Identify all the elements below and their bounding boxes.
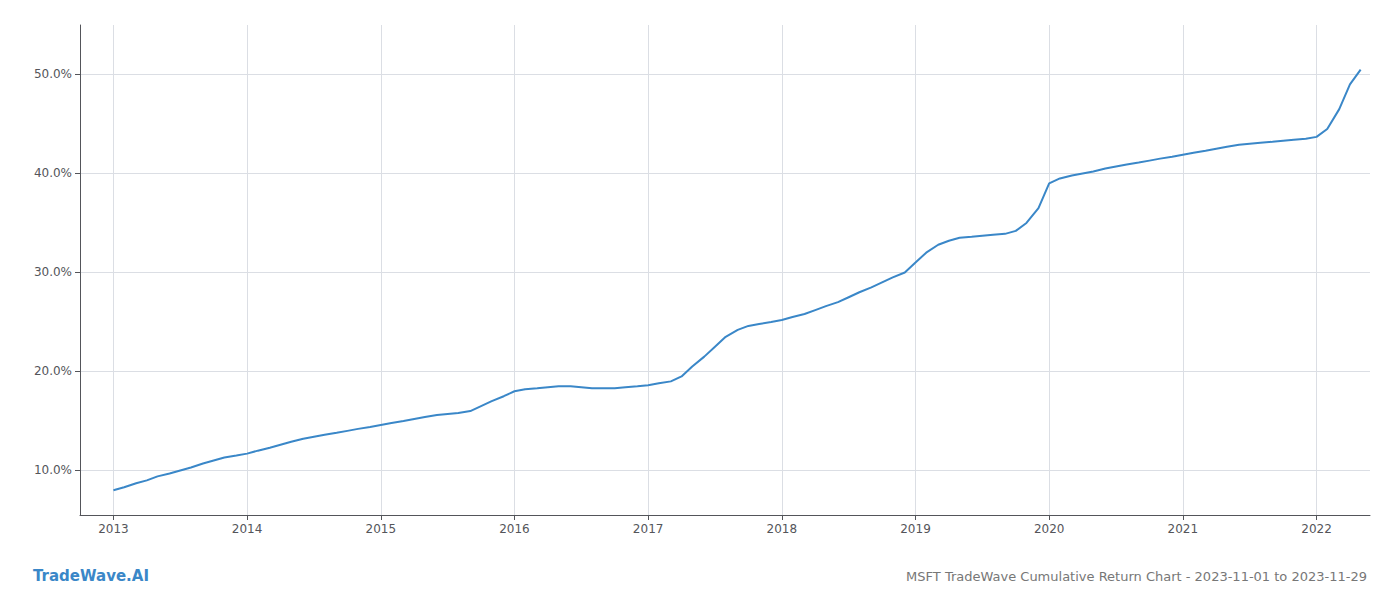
svg-text:2021: 2021 <box>1168 522 1199 536</box>
svg-text:30.0%: 30.0% <box>34 265 72 279</box>
svg-text:2013: 2013 <box>98 522 129 536</box>
svg-text:2020: 2020 <box>1034 522 1065 536</box>
svg-text:10.0%: 10.0% <box>34 463 72 477</box>
svg-text:2016: 2016 <box>499 522 530 536</box>
svg-text:2017: 2017 <box>633 522 664 536</box>
svg-text:50.0%: 50.0% <box>34 67 72 81</box>
svg-text:2015: 2015 <box>366 522 397 536</box>
svg-text:2018: 2018 <box>767 522 798 536</box>
svg-text:TradeWave.AI: TradeWave.AI <box>33 567 149 585</box>
svg-text:20.0%: 20.0% <box>34 364 72 378</box>
svg-text:2022: 2022 <box>1301 522 1332 536</box>
svg-text:40.0%: 40.0% <box>34 166 72 180</box>
svg-text:2014: 2014 <box>232 522 263 536</box>
svg-text:2019: 2019 <box>900 522 931 536</box>
svg-text:MSFT TradeWave Cumulative Retu: MSFT TradeWave Cumulative Return Chart -… <box>906 569 1367 584</box>
